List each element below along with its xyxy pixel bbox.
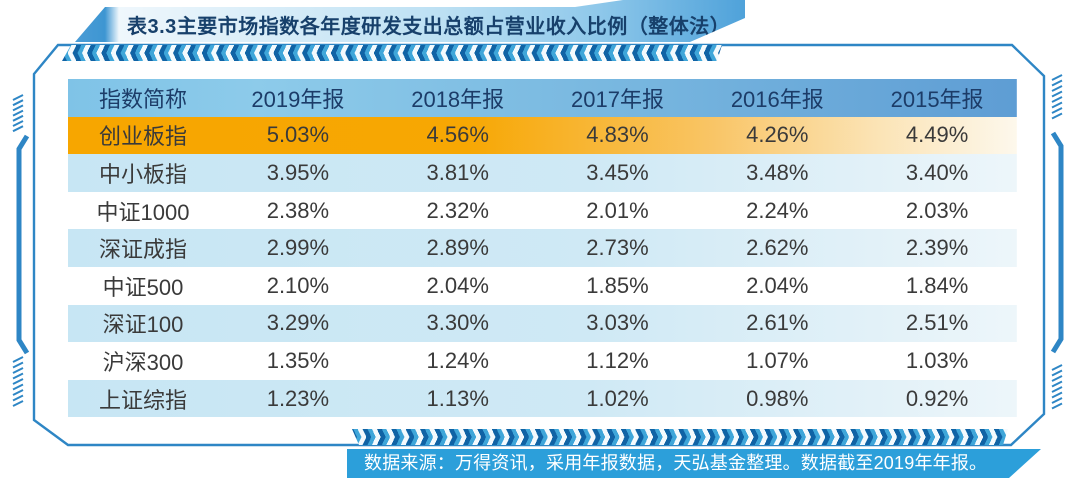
value-cell: 1.13%: [426, 385, 489, 411]
value-cell: 3.03%: [586, 310, 649, 336]
value-cell: 1.35%: [266, 347, 330, 373]
left-bracket-decoration: [16, 134, 30, 355]
column-header: 2017年报: [571, 86, 664, 112]
chevron-pattern: [62, 53, 722, 61]
value-cell: 1.07%: [746, 347, 809, 373]
title-banner: 表3.3主要市场指数各年度研发支出总额占营业收入比例（整体法）: [75, 0, 745, 42]
index-name-cell: 深证成指: [98, 237, 187, 263]
chevron-pattern: [352, 437, 1008, 445]
index-name-cell: 深证100: [102, 312, 184, 338]
value-cell: 1.02%: [586, 385, 649, 411]
table-header: 指数简称 2019年报 2018年报 2017年报 2016年报 2015年报: [68, 79, 1017, 117]
value-cell: 2.89%: [426, 235, 489, 261]
value-cell: 1.24%: [426, 347, 489, 373]
table-row: 上证综指 1.23% 1.13% 1.02% 0.98% 0.92%: [68, 379, 1017, 418]
value-cell: 3.95%: [266, 159, 330, 185]
source-bar: 数据来源：万得资讯，采用年报数据，天弘基金整理。数据截至2019年年报。: [347, 449, 1041, 478]
data-table: 指数简称 2019年报 2018年报 2017年报 2016年报 2015年报 创业板指 5…: [68, 79, 1017, 418]
value-cell: 2.38%: [266, 197, 330, 223]
table-row: 深证100 3.29% 3.30% 3.03% 2.61% 2.51%: [68, 304, 1017, 343]
value-cell: 2.51%: [905, 310, 969, 336]
table-row: 中小板指 3.95% 3.81% 3.45% 3.48% 3.40%: [68, 154, 1017, 192]
table-row: 中证1000 2.38% 2.32% 2.01% 2.24% 2.03%: [68, 191, 1017, 230]
index-name-cell: 上证综指: [98, 387, 187, 413]
table-row: 沪深300 1.35% 1.24% 1.12% 1.07% 1.03%: [68, 342, 1017, 380]
value-cell: 1.84%: [905, 272, 969, 298]
value-cell: 4.56%: [426, 122, 489, 148]
value-cell: 3.81%: [426, 159, 489, 185]
chevron-pattern: [62, 45, 722, 53]
index-name-cell: 中证1000: [96, 199, 190, 225]
value-cell: 3.45%: [586, 159, 649, 185]
value-cell: 2.04%: [746, 272, 809, 298]
value-cell: 5.03%: [266, 122, 330, 148]
value-cell: 3.40%: [905, 159, 969, 185]
index-name-cell: 创业板指: [98, 124, 187, 150]
value-cell: 4.26%: [746, 122, 809, 148]
value-cell: 2.01%: [586, 197, 649, 223]
column-header: 2019年报: [251, 86, 345, 112]
header-row: 指数简称 2019年报 2018年报 2017年报 2016年报 2015年报: [68, 79, 1017, 117]
right-bracket-decoration: [1050, 131, 1064, 354]
table-row: 深证成指 2.99% 2.89% 2.73% 2.62% 2.39%: [68, 229, 1017, 267]
value-cell: 2.10%: [266, 272, 330, 298]
value-cell: 0.98%: [746, 385, 809, 411]
index-name-cell: 中小板指: [98, 161, 187, 187]
table-body: 创业板指 5.03% 4.56% 4.83% 4.26% 4.49% 中小板指 3.95% 3.…: [68, 116, 1017, 418]
value-cell: 1.12%: [586, 347, 649, 373]
value-cell: 0.92%: [905, 385, 969, 411]
index-name-cell: 沪深300: [102, 349, 184, 375]
value-cell: 2.61%: [746, 310, 809, 336]
value-cell: 3.30%: [426, 310, 489, 336]
value-cell: 2.24%: [746, 197, 809, 223]
value-cell: 3.29%: [266, 310, 330, 336]
value-cell: 1.23%: [266, 385, 330, 411]
chevron-pattern: [352, 429, 1008, 437]
column-header: 2018年报: [411, 86, 505, 112]
value-cell: 2.32%: [426, 197, 489, 223]
value-cell: 1.85%: [586, 272, 649, 298]
value-cell: 4.83%: [586, 122, 649, 148]
column-header: 2015年报: [890, 86, 984, 112]
column-header: 指数简称: [98, 86, 187, 112]
value-cell: 2.03%: [905, 197, 969, 223]
value-cell: 2.39%: [905, 235, 969, 261]
value-cell: 2.04%: [426, 272, 489, 298]
index-name-cell: 中证500: [102, 274, 184, 300]
table-row: 中证500 2.10% 2.04% 1.85% 2.04% 1.84%: [68, 266, 1017, 305]
value-cell: 1.03%: [905, 347, 969, 373]
table-title: 表3.3主要市场指数各年度研发支出总额占营业收入比例（整体法）: [127, 16, 731, 38]
column-header: 2016年报: [730, 86, 824, 112]
chevron-strip-bottom: [352, 429, 1008, 445]
value-cell: 2.73%: [586, 235, 649, 261]
value-cell: 4.49%: [905, 122, 969, 148]
value-cell: 2.99%: [266, 235, 330, 261]
source-note: 数据来源：万得资讯，采用年报数据，天弘基金整理。数据截至2019年年报。: [364, 453, 988, 473]
value-cell: 3.48%: [746, 159, 809, 185]
value-cell: 2.62%: [746, 235, 809, 261]
table-row: 创业板指 5.03% 4.56% 4.83% 4.26% 4.49%: [68, 116, 1017, 155]
chevron-strip-top: [62, 45, 722, 61]
